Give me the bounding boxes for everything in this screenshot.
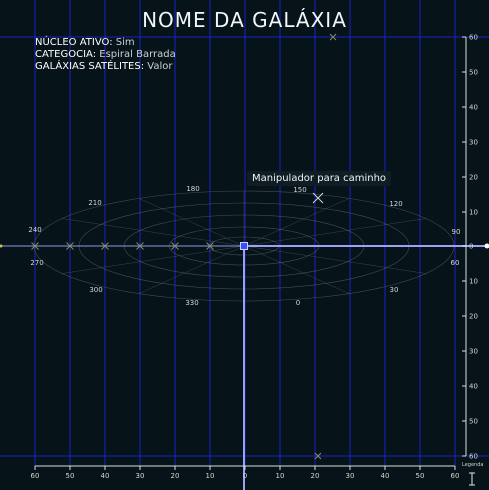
axis-end-dot [484,243,489,249]
angle-label: 240 [28,226,41,234]
path-handle-icon[interactable] [312,192,324,204]
legend-handle-icon[interactable] [468,472,476,486]
angle-label: 300 [89,286,102,294]
info-row-satellites: GALÁXIAS SATÉLITES: Valor [35,61,173,72]
angle-label: 0 [296,299,300,307]
orbit-spoke [243,245,426,274]
right-tick-label: 50 [469,69,478,77]
bottom-tick-label: 40 [381,472,390,480]
angle-label: 270 [30,259,43,267]
bottom-tick-label: 30 [136,472,145,480]
angle-labels: 0 30 60 90 120 150 180 210 240 270 300 330 [28,185,460,307]
x-marker-icon [31,242,39,250]
bottom-tick-label: 50 [66,472,75,480]
right-tick-label: 60 [469,453,478,461]
right-tick-label: 10 [469,209,478,217]
bottom-tick-label: 10 [276,472,285,480]
right-tick-label: 20 [469,174,478,182]
angle-label: 210 [88,199,101,207]
bottom-axis: 60 50 40 30 20 10 0 10 20 30 40 50 60 [31,465,460,480]
bottom-tick-label: 40 [101,472,110,480]
right-tick-label: 50 [469,418,478,426]
info-row-active-core: NÚCLEO ATIVO: Sim [35,37,135,48]
legend-label: Legenda [462,462,484,468]
orbit-spoke [62,245,245,274]
orbit-spoke [243,218,426,247]
x-marker-icon [136,242,144,250]
x-marker-icon [171,242,179,250]
angle-label: 120 [389,200,402,208]
bottom-tick-label: 50 [416,472,425,480]
orbit-spoke [243,245,350,294]
axis-start-dot [0,244,3,248]
x-marker-icon [101,242,109,250]
grid-lines [0,0,489,466]
x-marker-icon [329,33,337,41]
angle-label: 150 [293,186,306,194]
x-marker-icon [206,242,214,250]
markers [31,33,337,460]
angle-label: 180 [186,185,199,193]
angle-label: 60 [451,259,460,267]
right-tick-label: 30 [469,139,478,147]
angle-label: 330 [185,299,198,307]
main-axes [0,242,489,490]
bottom-tick-label: 60 [451,472,460,480]
angle-label: 90 [452,228,461,236]
orbit-spoke [243,198,350,247]
info-panel: NÚCLEO ATIVO: Sim CATEGOCIA: Espiral Bar… [35,37,176,73]
path-handle-tooltip: Manipulador para caminho [247,171,392,186]
right-tick-label: 0 [469,243,473,251]
bottom-tick-label: 20 [311,472,320,480]
right-tick-label: 30 [469,348,478,356]
bottom-tick-label: 10 [206,472,215,480]
info-row-category: CATEGOCIA: Espiral Barrada [35,49,176,60]
right-tick-label: 40 [469,383,478,391]
x-marker-icon [66,242,74,250]
right-tick-label: 60 [469,34,478,42]
page-title: NOME DA GALÁXIA [142,8,347,32]
x-marker-icon [314,452,322,460]
right-tick-label: 10 [469,278,478,286]
right-tick-label: 20 [469,313,478,321]
bottom-tick-label: 30 [346,472,355,480]
bottom-tick-label: 0 [243,472,247,480]
orbit-spoke [62,218,245,247]
bottom-tick-label: 60 [31,472,40,480]
orbit-spoke [138,245,245,294]
angle-label: 30 [390,286,399,294]
right-axis: 60 50 40 30 20 10 0 10 20 30 40 50 60 [462,34,478,461]
orbit-spoke [138,198,245,247]
center-square-icon [240,242,248,250]
right-tick-label: 40 [469,104,478,112]
bottom-tick-label: 20 [171,472,180,480]
